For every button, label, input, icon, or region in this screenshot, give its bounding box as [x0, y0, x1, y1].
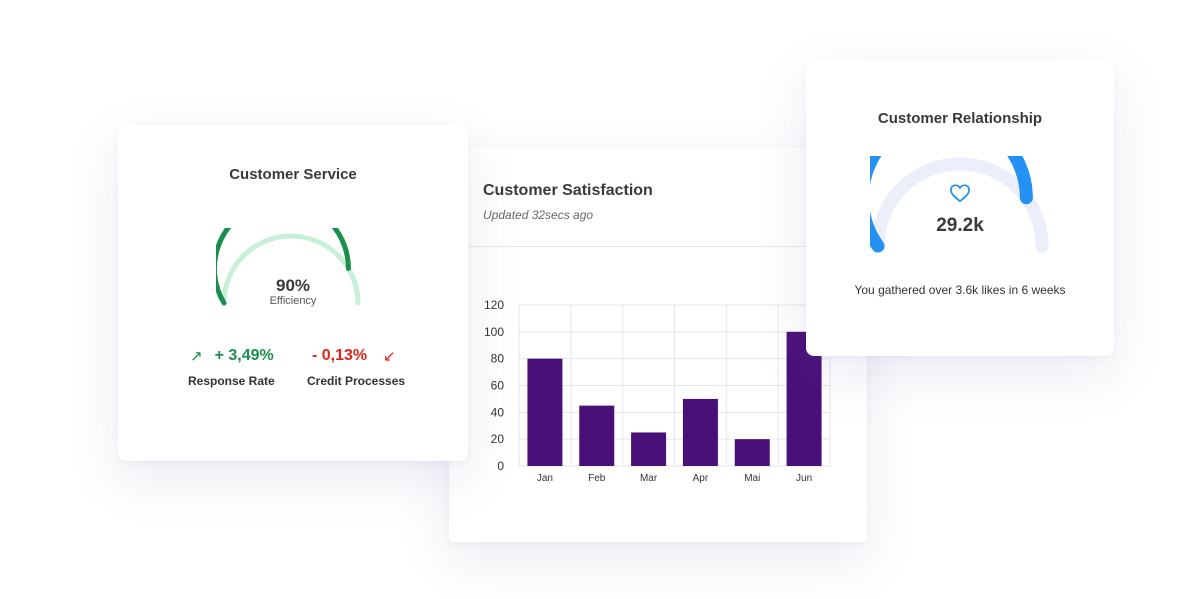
y-tick-label: 0: [497, 459, 504, 473]
customer-satisfaction-title: Customer Satisfaction: [483, 182, 653, 199]
bar: [734, 439, 770, 466]
customer-relationship-card: Customer Relationship 29.2k You gathered…: [806, 60, 1114, 356]
credit-processes-value: - 0,13%: [312, 347, 368, 364]
y-tick-label: 20: [491, 432, 505, 446]
customer-service-card: Customer Service 90% Efficiency ↗ + 3,49…: [118, 125, 468, 461]
y-tick-label: 100: [484, 325, 504, 339]
x-tick-label: Mai: [744, 473, 760, 484]
efficiency-value: 90%: [275, 276, 311, 295]
credit-processes-stat: - 0,13% ↙: [312, 347, 396, 365]
arrow-up-right-icon: ↗: [190, 348, 203, 365]
y-tick-label: 120: [484, 298, 504, 312]
heart-icon: [950, 184, 970, 203]
bar: [527, 358, 563, 466]
x-tick-label: Apr: [693, 473, 709, 484]
customer-relationship-title: Customer Relationship: [877, 110, 1043, 127]
bar: [631, 432, 667, 466]
satisfaction-bar-chart: 0 20 40 60 80 100 120 Jan Feb Mar Apr Mai Jun: [484, 298, 831, 484]
header-divider: [469, 246, 867, 247]
relationship-gauge: [870, 156, 1049, 253]
x-tick-label: Jun: [796, 473, 812, 484]
bar: [682, 398, 718, 466]
bar: [579, 405, 615, 466]
likes-note: You gathered over 3.6k likes in 6 weeks: [854, 283, 1066, 297]
y-tick-label: 80: [491, 352, 505, 366]
efficiency-label: Efficiency: [269, 295, 317, 307]
customer-service-title: Customer Service: [229, 166, 357, 183]
customer-satisfaction-card: Customer Satisfaction Updated 32secs ago…: [449, 148, 867, 542]
y-tick-label: 60: [491, 379, 505, 393]
arrow-down-left-icon: ↙: [383, 348, 396, 365]
response-rate-stat: ↗ + 3,49%: [190, 347, 274, 365]
x-tick-label: Mar: [640, 473, 658, 484]
likes-count: 29.2k: [936, 215, 984, 236]
x-tick-label: Jan: [537, 473, 553, 484]
efficiency-gauge: [216, 228, 361, 306]
y-tick-label: 40: [491, 405, 505, 419]
response-rate-label: Response Rate: [188, 374, 275, 388]
efficiency-gauge-fill: [216, 228, 351, 306]
credit-processes-label: Credit Processes: [307, 374, 406, 388]
x-tick-label: Feb: [588, 473, 606, 484]
efficiency-gauge-track: [221, 233, 361, 306]
relationship-gauge-track: [871, 157, 1049, 253]
response-rate-value: + 3,49%: [214, 347, 274, 364]
updated-timestamp: Updated 32secs ago: [483, 208, 594, 222]
